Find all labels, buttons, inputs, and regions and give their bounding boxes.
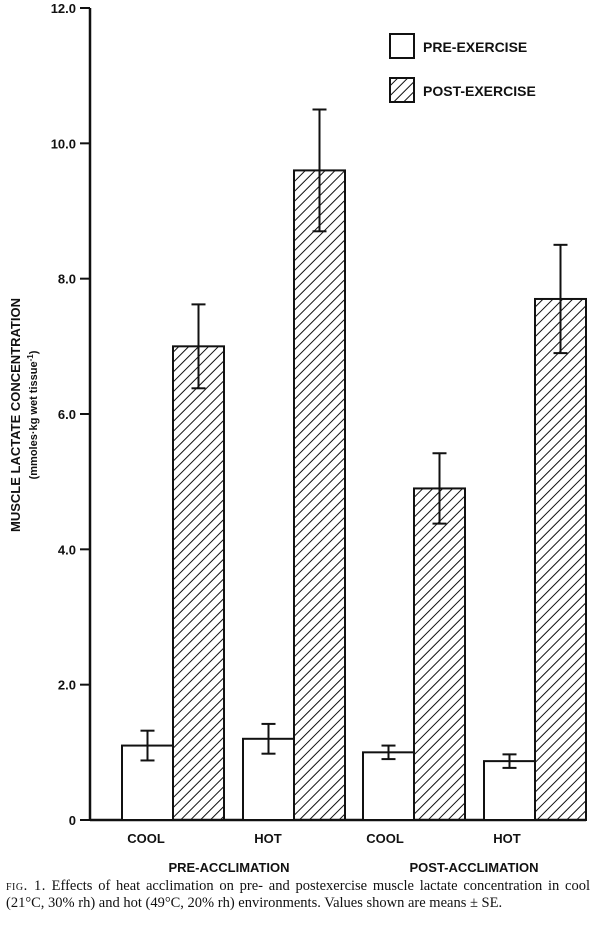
legend-swatch-pre bbox=[389, 33, 415, 59]
x-category-label: COOL bbox=[366, 831, 404, 846]
bars bbox=[121, 108, 587, 822]
y-tick-label: 0 bbox=[69, 813, 76, 828]
error-bar bbox=[553, 243, 568, 355]
error-bar bbox=[261, 722, 276, 755]
y-tick-label: 10.0 bbox=[51, 136, 76, 151]
bar-post-exercise bbox=[534, 297, 587, 821]
figure-caption: fig. 1. Effects of heat acclimation on p… bbox=[6, 878, 590, 912]
y-tick-label: 2.0 bbox=[58, 678, 76, 693]
figure-label: fig. 1. bbox=[6, 878, 46, 894]
x-category-label: HOT bbox=[493, 831, 521, 846]
labels: COOL HOT COOL HOT PRE-ACCLIMATION POST-ACCLIM… bbox=[127, 831, 538, 875]
x-group-label: PRE-ACCLIMATION bbox=[168, 860, 289, 875]
bar-post-exercise bbox=[413, 487, 466, 821]
y-axis-units: (mmoles·kg wet tissue-1) bbox=[26, 350, 40, 479]
bar-pre-exercise bbox=[483, 760, 536, 822]
bar-pre-exercise bbox=[362, 751, 415, 821]
error-bar bbox=[312, 108, 327, 233]
bar-post-exercise bbox=[293, 169, 346, 821]
y-axis-units-close: ) bbox=[28, 350, 40, 354]
x-group-label: POST-ACCLIMATION bbox=[409, 860, 538, 875]
legend-swatch-post bbox=[389, 77, 415, 103]
y-axis-units-sup: -1 bbox=[26, 354, 35, 362]
legend-label: PRE-EXERCISE bbox=[423, 39, 527, 55]
error-bar bbox=[191, 303, 206, 390]
error-bar bbox=[140, 729, 155, 762]
y-axis-title: MUSCLE LACTATE CONCENTRATION bbox=[8, 298, 23, 532]
legend-label: POST-EXERCISE bbox=[423, 83, 536, 99]
legend: PRE-EXERCISE POST-EXERCISE bbox=[389, 33, 536, 103]
error-bar bbox=[432, 452, 447, 525]
y-tick-label: 12.0 bbox=[51, 1, 76, 16]
caption-text: Effects of heat acclimation on pre- and … bbox=[6, 878, 590, 911]
x-category-label: COOL bbox=[127, 831, 165, 846]
y-axis-units-main: (mmoles·kg wet tissue bbox=[28, 361, 40, 479]
y-tick-label: 8.0 bbox=[58, 272, 76, 287]
x-category-label: HOT bbox=[254, 831, 282, 846]
chart: 0 2.0 4.0 6.0 8.0 10.0 12.0 COOL HOT COOL HOT PRE-… bbox=[8, 1, 587, 875]
y-tick-label: 6.0 bbox=[58, 407, 76, 422]
bar-post-exercise bbox=[172, 345, 225, 821]
y-tick-label: 4.0 bbox=[58, 542, 76, 557]
error-bar bbox=[381, 744, 396, 761]
error-bar bbox=[502, 753, 517, 769]
